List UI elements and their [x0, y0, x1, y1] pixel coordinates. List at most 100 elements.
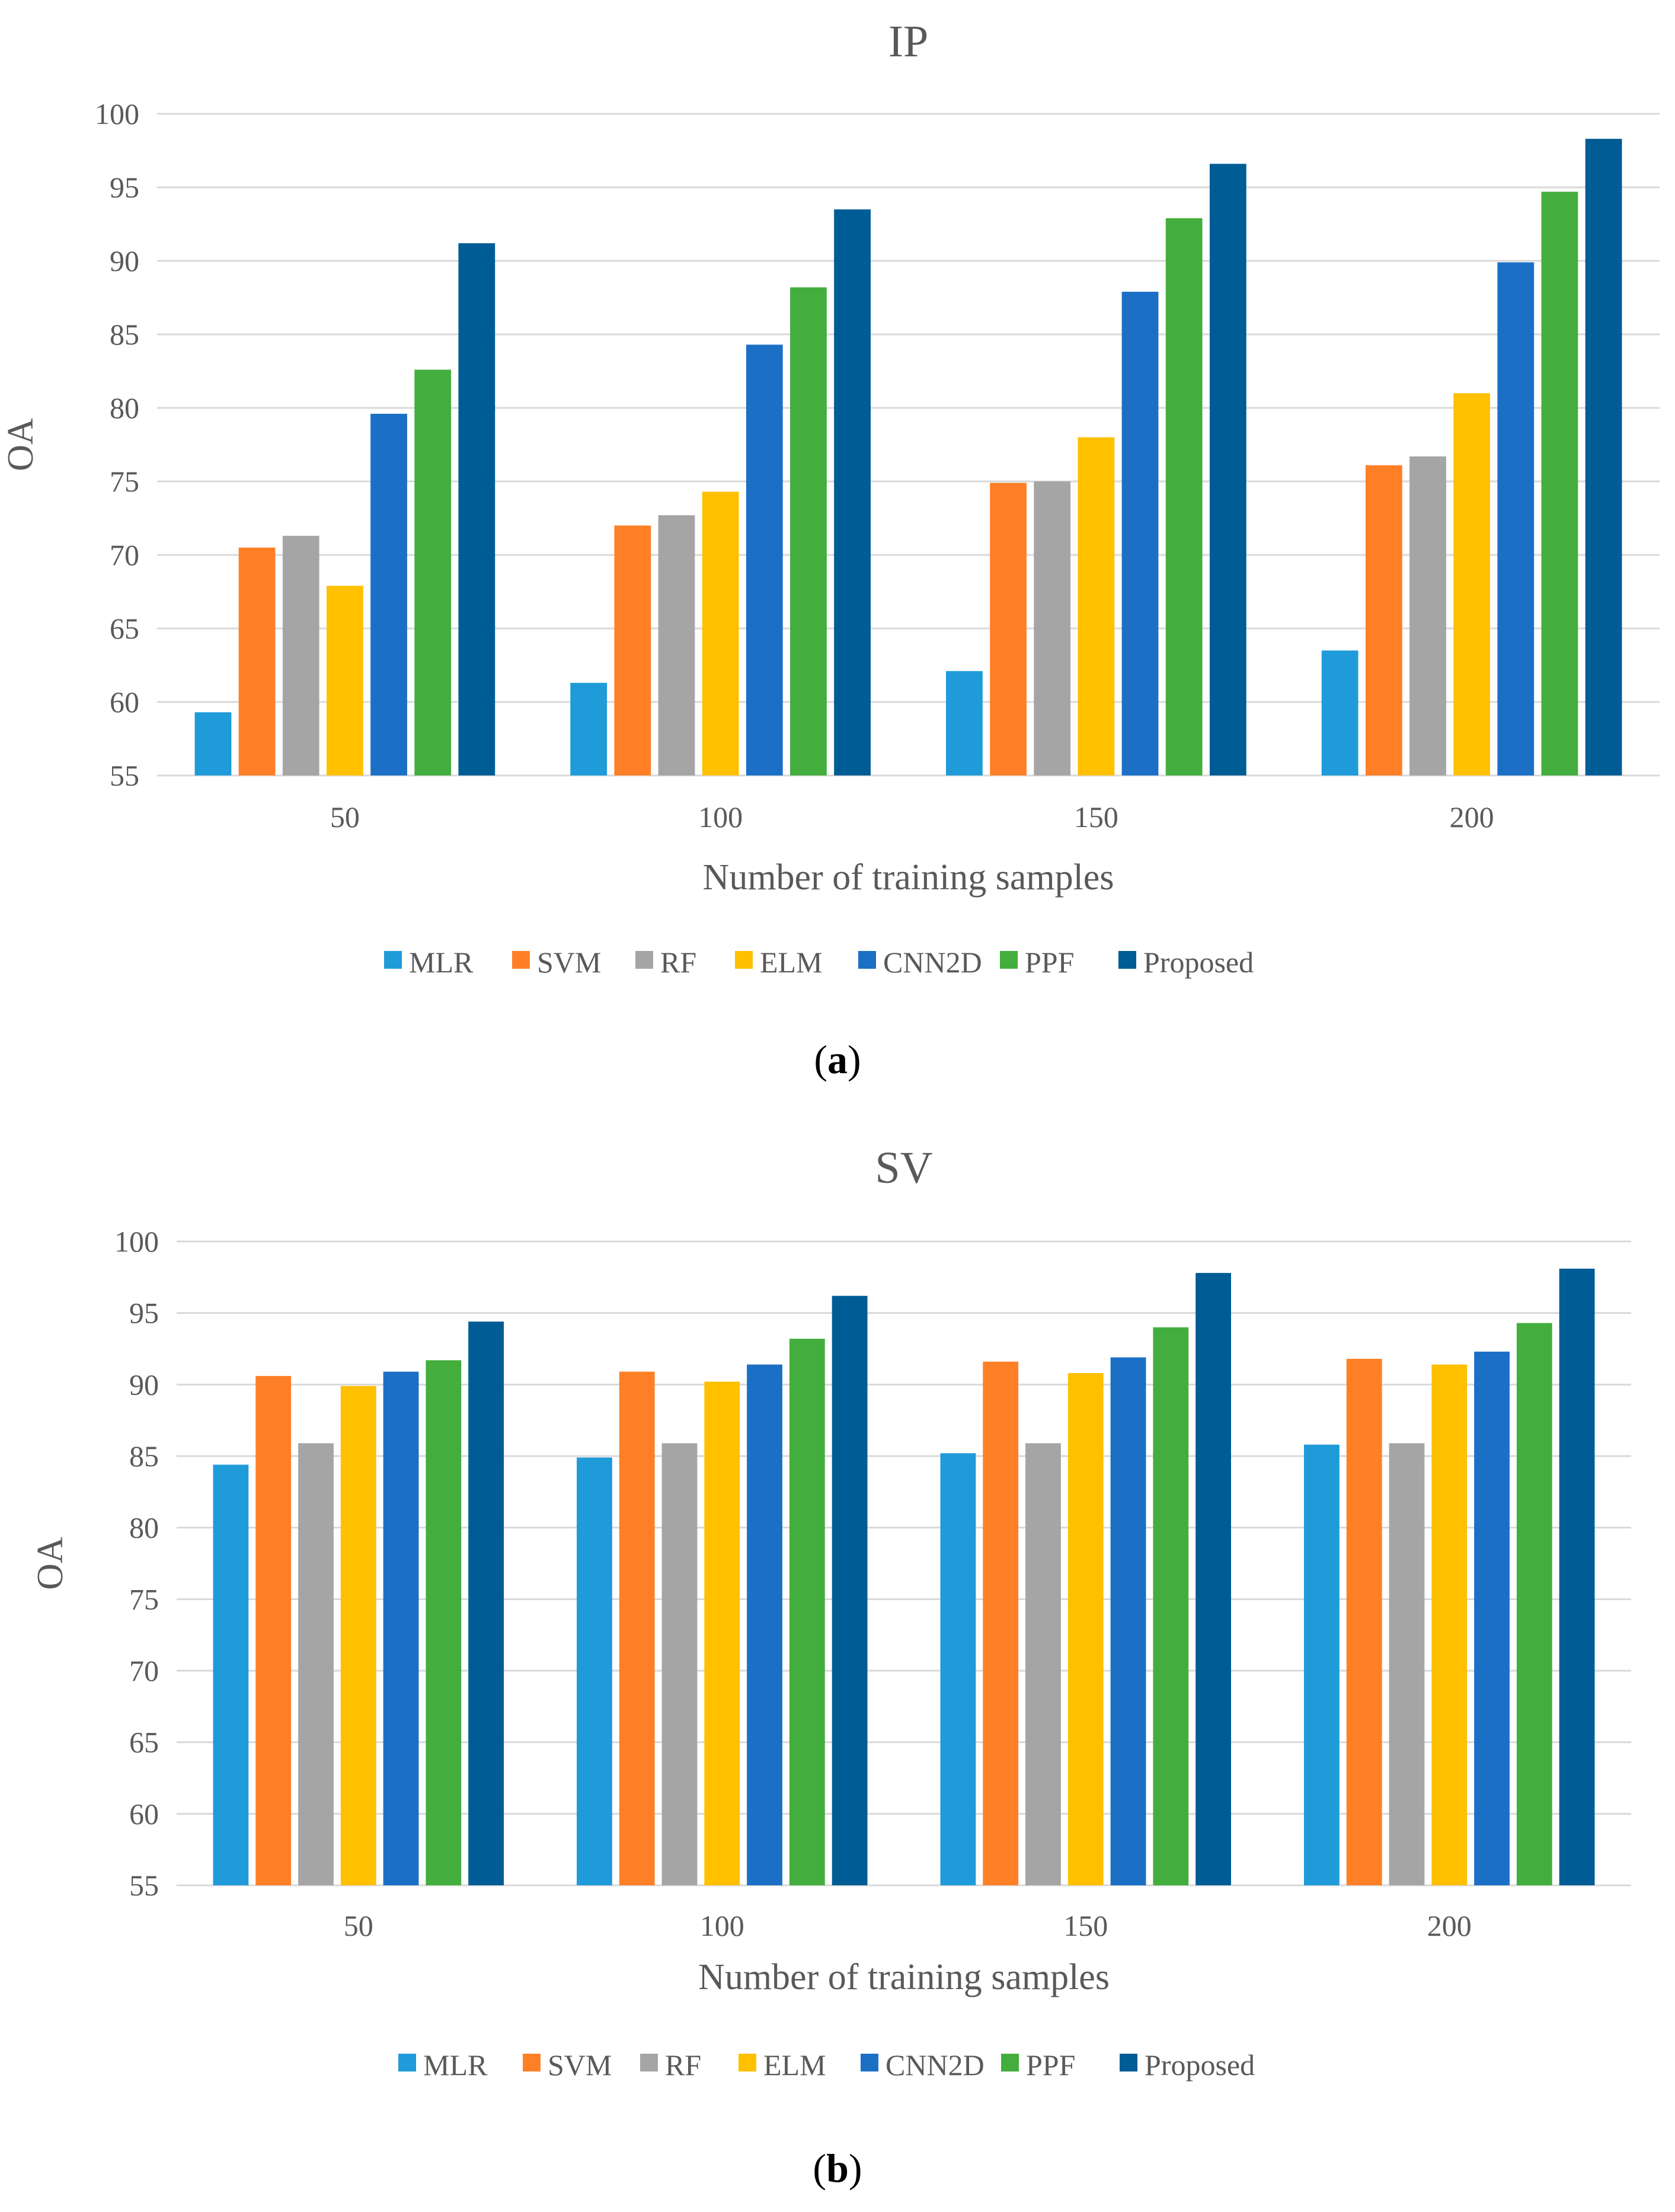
bar-svm-150 — [990, 483, 1027, 775]
legend: MLR SVM RF ELM CNN2D PPF Proposed — [384, 946, 1254, 979]
bar-cnn2d-200 — [1474, 1351, 1510, 1885]
legend-label-svm: SVM — [548, 2048, 612, 2082]
bar-ppf-50 — [414, 369, 452, 775]
bar-proposed-200 — [1559, 1268, 1595, 1885]
bar-ppf-100 — [789, 1339, 825, 1885]
y-tick-label: 85 — [110, 318, 139, 351]
bar-svm-100 — [619, 1371, 655, 1885]
bar-elm-200 — [1431, 1364, 1468, 1885]
legend-label-mlr: MLR — [423, 2048, 488, 2082]
bar-mlr-150 — [946, 671, 983, 775]
x-axis-label: Number of training samples — [703, 857, 1114, 898]
bar-proposed-50 — [458, 243, 496, 775]
legend-swatch-cnn2d — [861, 2054, 878, 2071]
legend-swatch-svm — [512, 951, 530, 969]
bar-mlr-200 — [1321, 650, 1358, 775]
y-tick-label: 65 — [110, 612, 139, 645]
bar-svm-100 — [614, 525, 651, 775]
bar-mlr-100 — [577, 1457, 612, 1885]
legend-swatch-mlr — [384, 951, 402, 969]
bar-ppf-100 — [790, 287, 827, 775]
bar-rf-100 — [661, 1443, 698, 1885]
bar-rf-200 — [1389, 1443, 1425, 1885]
legend-label-proposed: Proposed — [1143, 946, 1254, 979]
legend-label-cnn2d: CNN2D — [883, 946, 982, 979]
y-tick-label: 55 — [129, 1869, 159, 1902]
bar-mlr-50 — [194, 712, 232, 775]
bar-rf-50 — [298, 1443, 334, 1885]
bar-elm-100 — [702, 491, 739, 775]
y-tick-label: 75 — [110, 465, 139, 498]
legend-label-ppf: PPF — [1025, 946, 1074, 979]
bar-svm-200 — [1365, 465, 1402, 775]
bar-elm-150 — [1078, 437, 1115, 775]
y-tick-label: 55 — [110, 759, 139, 792]
bar-cnn2d-50 — [370, 413, 407, 775]
y-tick-label: 75 — [129, 1582, 159, 1616]
legend-label-rf: RF — [660, 946, 696, 979]
legend-swatch-proposed — [1118, 951, 1136, 969]
bar-rf-150 — [1025, 1443, 1061, 1885]
y-tick-label: 60 — [129, 1797, 159, 1830]
bar-rf-150 — [1034, 481, 1071, 775]
y-tick-label: 95 — [110, 171, 139, 204]
bar-ppf-200 — [1541, 191, 1578, 775]
y-tick-label: 90 — [110, 244, 139, 277]
legend-swatch-mlr — [398, 2054, 416, 2071]
x-tick-label: 200 — [1450, 800, 1494, 834]
y-tick-label: 70 — [110, 538, 139, 572]
y-tick-label: 85 — [129, 1439, 159, 1473]
legend-label-elm: ELM — [760, 946, 823, 979]
bar-elm-50 — [340, 1386, 376, 1885]
bar-proposed-100 — [832, 1295, 868, 1885]
bar-ppf-150 — [1165, 218, 1203, 776]
bar-rf-200 — [1409, 456, 1446, 775]
bar-ppf-150 — [1153, 1327, 1189, 1885]
bar-mlr-50 — [213, 1464, 249, 1885]
chart-ip: IP 55 60 65 70 75 80 85 90 95 100 50 100 150 200 Number… — [1, 17, 1660, 979]
y-tick-label: 65 — [129, 1726, 159, 1759]
figure-caption: (b) — [813, 2146, 862, 2191]
bar-cnn2d-150 — [1110, 1357, 1146, 1885]
figure-caption: (a) — [814, 1037, 861, 1082]
chart-title: SV — [875, 1143, 932, 1193]
legend-swatch-svm — [523, 2054, 541, 2071]
bar-ppf-50 — [426, 1360, 462, 1885]
x-tick-label: 50 — [330, 800, 360, 834]
x-tick-label: 150 — [1074, 800, 1118, 834]
y-tick-label: 95 — [129, 1297, 159, 1330]
x-axis-label: Number of training samples — [698, 1957, 1110, 1997]
x-tick-label: 150 — [1063, 1909, 1108, 1942]
y-tick-label: 100 — [114, 1225, 159, 1258]
bar-proposed-50 — [468, 1322, 504, 1885]
legend-swatch-rf — [640, 2054, 658, 2071]
legend-swatch-cnn2d — [858, 951, 876, 969]
bar-svm-150 — [983, 1361, 1019, 1885]
chart-sv: SV 55 60 65 70 75 80 85 90 95 100 50 100 150 200 Number… — [30, 1143, 1631, 2082]
legend-swatch-elm — [739, 2054, 756, 2071]
bar-proposed-100 — [834, 209, 871, 775]
bar-mlr-200 — [1304, 1444, 1340, 1885]
y-axis-label: OA — [1, 418, 41, 471]
bar-cnn2d-200 — [1497, 262, 1535, 776]
bar-elm-100 — [704, 1381, 740, 1885]
y-tick-label: 90 — [129, 1368, 159, 1401]
bar-proposed-200 — [1585, 139, 1622, 775]
legend-swatch-rf — [635, 951, 653, 969]
y-tick-label: 80 — [129, 1511, 159, 1544]
bar-cnn2d-100 — [747, 1364, 782, 1885]
chart-title: IP — [888, 17, 929, 66]
y-tick-label: 80 — [110, 391, 139, 424]
x-tick-label: 200 — [1427, 1909, 1472, 1942]
bar-elm-200 — [1453, 393, 1491, 775]
bar-ppf-200 — [1516, 1323, 1552, 1885]
x-tick-label: 100 — [700, 1909, 744, 1942]
legend-label-rf: RF — [665, 2048, 701, 2082]
y-tick-label: 60 — [110, 685, 139, 719]
legend-label-svm: SVM — [537, 946, 601, 979]
y-tick-label: 70 — [129, 1654, 159, 1687]
legend-label-ppf: PPF — [1026, 2048, 1075, 2082]
bar-svm-50 — [255, 1375, 292, 1885]
bar-rf-50 — [282, 535, 319, 775]
